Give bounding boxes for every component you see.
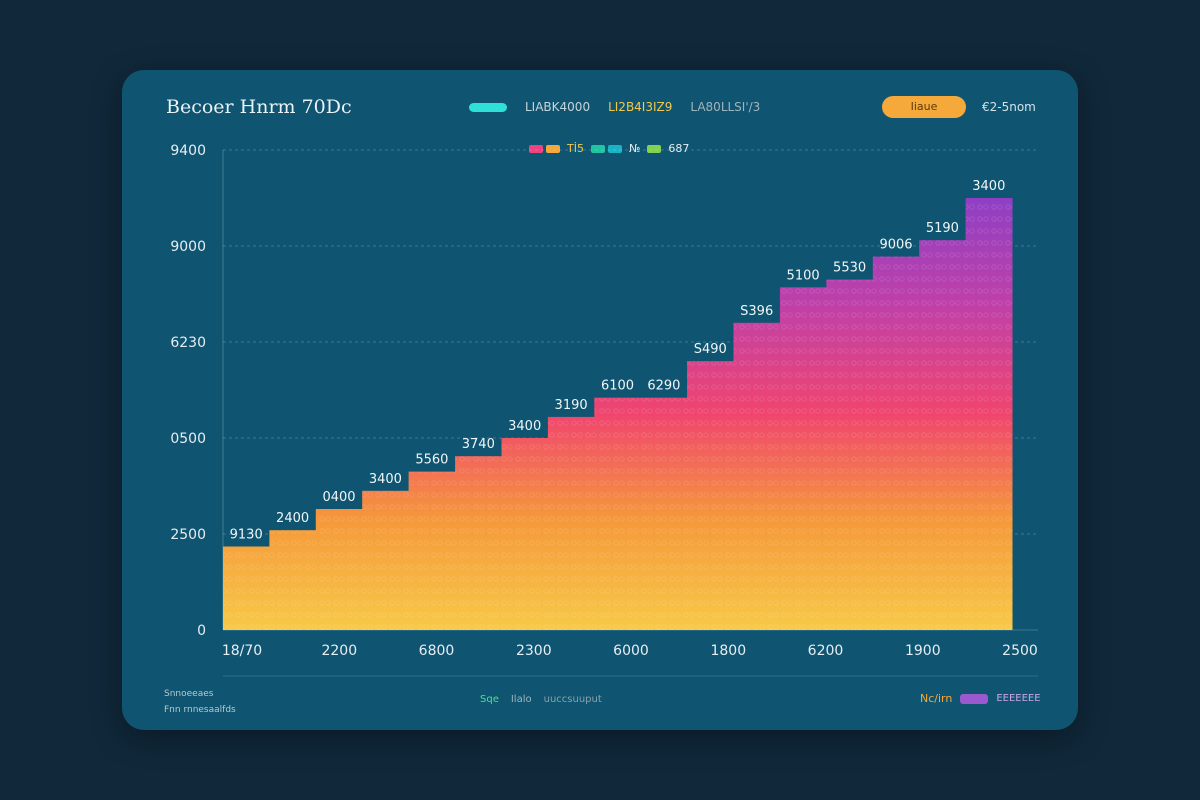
footer-notes: Snnoeeaes Fnn rnnesaalfds: [164, 686, 236, 718]
series-key-text-1: Tİ5: [567, 142, 584, 155]
legend-swatch-cyan: [469, 102, 507, 112]
bar-value-label: 9130: [230, 528, 263, 543]
legend-label-3[interactable]: LA80LLSI'/3: [690, 100, 761, 114]
bar-value-label: 5530: [833, 261, 866, 276]
bar-texture: [872, 256, 920, 630]
x-tick-label: 18/70: [222, 643, 262, 659]
bar-texture: [687, 361, 734, 630]
y-tick-label: 6230: [170, 335, 206, 351]
bar-texture: [362, 490, 410, 630]
y-tick-label: 9000: [170, 239, 206, 255]
footer-note-1: Snnoeeaes: [164, 689, 214, 699]
bar-value-label: 6100: [601, 379, 634, 394]
footer-link-1[interactable]: Sqe: [480, 694, 499, 705]
y-tick-label: 0: [197, 623, 206, 639]
series-key: Tİ5 № 687: [529, 142, 689, 155]
bar-texture: [733, 322, 781, 630]
x-tick-label: 1800: [710, 643, 746, 659]
bar-texture: [547, 416, 595, 630]
y-tick-label: 9400: [170, 143, 206, 159]
x-tick-label: 2500: [1002, 643, 1038, 659]
footer-legend-text: EEEEEEE: [996, 693, 1041, 704]
bar-value-label: S490: [694, 342, 727, 357]
bar-texture: [223, 546, 270, 630]
x-tick-label: 2200: [321, 643, 357, 659]
bar-value-label: 3400: [972, 179, 1005, 194]
bar-value-label: 3740: [462, 437, 495, 452]
chart-title: Becoer Hnrm 70Dc: [166, 96, 352, 118]
bar-value-label: 9006: [879, 238, 912, 253]
x-tick-label: 6800: [419, 643, 455, 659]
footer-legend-label[interactable]: Nc/irn: [920, 692, 953, 705]
bar-texture: [826, 279, 874, 630]
bar-value-label: 5190: [926, 221, 959, 236]
range-label[interactable]: €2-5nom: [982, 100, 1036, 114]
filter-button[interactable]: Iiaue: [882, 96, 966, 118]
bar-texture: [965, 198, 1013, 630]
legend-label-2[interactable]: LI2B4I3IZ9: [608, 100, 673, 114]
footer-note-2: Fnn rnnesaalfds: [164, 705, 236, 715]
legend-label-1[interactable]: LIABK4000: [525, 100, 591, 114]
bar-value-label: 5100: [787, 268, 820, 283]
x-tick-label: 6000: [613, 643, 649, 659]
series-swatch: [647, 144, 662, 153]
footer-link-3[interactable]: uuccsuuput: [543, 694, 602, 705]
footer-link-2[interactable]: Ilalo: [510, 694, 532, 705]
x-tick-label: 6200: [808, 643, 844, 659]
bar-texture: [594, 397, 642, 630]
series-swatch: [590, 144, 605, 153]
series-swatch: [529, 144, 543, 153]
bar-texture: [919, 240, 967, 630]
y-tick-label: 0500: [170, 431, 206, 447]
bar-value-label: 0400: [322, 490, 355, 505]
bar-texture: [315, 509, 363, 630]
bar-texture: [408, 471, 456, 630]
bar-texture: [640, 397, 688, 630]
series-key-text-2: №: [628, 142, 641, 155]
bar-value-label: 3400: [369, 472, 402, 487]
bar-value-label: 2400: [276, 511, 309, 526]
series-key-text-3: 687: [668, 142, 690, 155]
bar-chart: 9400 9000 6230 0500 2500 0 9130 2400 0400 3400 55…: [170, 143, 1038, 677]
bar-texture: [501, 438, 549, 630]
bar-texture: [269, 530, 317, 630]
series-swatch: [607, 144, 622, 153]
bar-texture: [455, 456, 502, 630]
chart-panel: Becoer Hnrm 70Dc LIABK4000 LI2B4I3IZ9 LA…: [122, 70, 1078, 730]
bar-value-label: S396: [740, 304, 773, 319]
x-tick-label: 2300: [516, 643, 552, 659]
footer-controls: Sqe Ilalo uuccsuuput: [480, 694, 602, 705]
bar-value-label: 3190: [555, 398, 588, 413]
bar-value-label: 5560: [415, 453, 448, 468]
footer-legend-swatch: [960, 693, 989, 704]
x-tick-label: 1900: [905, 643, 941, 659]
bar-value-label: 6290: [647, 379, 680, 394]
bar-texture: [779, 287, 827, 630]
y-tick-label: 2500: [170, 527, 206, 543]
series-swatch: [546, 144, 560, 153]
footer-legend: Nc/irn EEEEEEE: [920, 692, 1041, 705]
bar-value-label: 3400: [508, 419, 541, 434]
top-legend: LIABK4000 LI2B4I3IZ9 LA80LLSI'/3: [469, 100, 760, 114]
